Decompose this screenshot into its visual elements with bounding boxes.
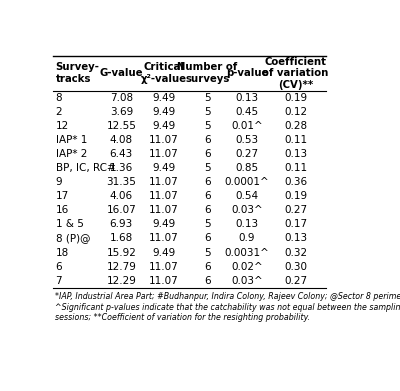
Text: 11.07: 11.07 bbox=[149, 262, 179, 272]
Text: 12.79: 12.79 bbox=[106, 262, 136, 272]
Text: 16: 16 bbox=[56, 205, 69, 215]
Text: 11.07: 11.07 bbox=[149, 233, 179, 244]
Text: 6: 6 bbox=[204, 276, 211, 286]
Text: 3.69: 3.69 bbox=[110, 107, 133, 117]
Text: G-value: G-value bbox=[100, 68, 143, 78]
Text: IAP* 1: IAP* 1 bbox=[56, 135, 87, 145]
Text: 0.13: 0.13 bbox=[235, 219, 258, 230]
Text: 0.0001^: 0.0001^ bbox=[224, 177, 269, 187]
Text: 6: 6 bbox=[204, 205, 211, 215]
Text: 2: 2 bbox=[56, 107, 62, 117]
Text: 6.43: 6.43 bbox=[110, 149, 133, 159]
Text: 0.11: 0.11 bbox=[284, 135, 307, 145]
Text: 6: 6 bbox=[56, 262, 62, 272]
Text: 9.49: 9.49 bbox=[152, 121, 176, 131]
Text: 0.45: 0.45 bbox=[235, 107, 258, 117]
Text: 0.02^: 0.02^ bbox=[231, 262, 263, 272]
Text: 9: 9 bbox=[56, 177, 62, 187]
Text: 11.07: 11.07 bbox=[149, 191, 179, 201]
Text: 5: 5 bbox=[204, 93, 211, 102]
Text: 11.07: 11.07 bbox=[149, 177, 179, 187]
Text: 0.32: 0.32 bbox=[284, 248, 307, 258]
Text: 6: 6 bbox=[204, 177, 211, 187]
Text: 0.19: 0.19 bbox=[284, 191, 307, 201]
Text: 12.55: 12.55 bbox=[106, 121, 136, 131]
Text: 0.53: 0.53 bbox=[235, 135, 258, 145]
Text: 9.49: 9.49 bbox=[152, 93, 176, 102]
Text: 31.35: 31.35 bbox=[106, 177, 136, 187]
Text: 8 (P)@: 8 (P)@ bbox=[56, 233, 90, 244]
Text: 1.68: 1.68 bbox=[110, 233, 133, 244]
Text: 0.13: 0.13 bbox=[235, 93, 258, 102]
Text: 0.36: 0.36 bbox=[284, 177, 307, 187]
Text: IAP* 2: IAP* 2 bbox=[56, 149, 87, 159]
Text: 12.29: 12.29 bbox=[106, 276, 136, 286]
Text: *IAP, Industrial Area Part; #Budhanpur, Indira Colony, Rajeev Colony; @Sector 8 : *IAP, Industrial Area Part; #Budhanpur, … bbox=[55, 292, 400, 322]
Text: 0.54: 0.54 bbox=[235, 191, 258, 201]
Text: 5: 5 bbox=[204, 121, 211, 131]
Text: 9.49: 9.49 bbox=[152, 163, 176, 173]
Text: 0.03^: 0.03^ bbox=[231, 276, 263, 286]
Text: 5: 5 bbox=[204, 163, 211, 173]
Text: 11.07: 11.07 bbox=[149, 149, 179, 159]
Text: 0.9: 0.9 bbox=[238, 233, 255, 244]
Text: 8: 8 bbox=[56, 93, 62, 102]
Text: 6.93: 6.93 bbox=[110, 219, 133, 230]
Text: p-value: p-value bbox=[226, 68, 268, 78]
Text: 0.19: 0.19 bbox=[284, 93, 307, 102]
Text: 6: 6 bbox=[204, 262, 211, 272]
Text: 7: 7 bbox=[56, 276, 62, 286]
Text: 7.08: 7.08 bbox=[110, 93, 133, 102]
Text: 0.28: 0.28 bbox=[284, 121, 307, 131]
Text: 1 & 5: 1 & 5 bbox=[56, 219, 84, 230]
Text: 5: 5 bbox=[204, 219, 211, 230]
Text: 0.13: 0.13 bbox=[284, 149, 307, 159]
Text: 0.03^: 0.03^ bbox=[231, 205, 263, 215]
Text: 11.07: 11.07 bbox=[149, 135, 179, 145]
Text: 0.0031^: 0.0031^ bbox=[224, 248, 269, 258]
Text: 6: 6 bbox=[204, 135, 211, 145]
Text: 18: 18 bbox=[56, 248, 69, 258]
Text: 16.07: 16.07 bbox=[106, 205, 136, 215]
Text: 12: 12 bbox=[56, 121, 69, 131]
Text: 6: 6 bbox=[204, 191, 211, 201]
Text: 0.27: 0.27 bbox=[284, 205, 307, 215]
Text: 15.92: 15.92 bbox=[106, 248, 136, 258]
Text: 4.06: 4.06 bbox=[110, 191, 133, 201]
Text: 0.01^: 0.01^ bbox=[231, 121, 263, 131]
Text: 9.49: 9.49 bbox=[152, 107, 176, 117]
Text: Coefficient
of variation
(CV)**: Coefficient of variation (CV)** bbox=[262, 57, 329, 90]
Text: 0.27: 0.27 bbox=[235, 149, 258, 159]
Text: 9.49: 9.49 bbox=[152, 219, 176, 230]
Text: Survey-
tracks: Survey- tracks bbox=[56, 63, 100, 84]
Text: 5: 5 bbox=[204, 248, 211, 258]
Text: 11.07: 11.07 bbox=[149, 276, 179, 286]
Text: 0.85: 0.85 bbox=[235, 163, 258, 173]
Text: 6: 6 bbox=[204, 233, 211, 244]
Text: 0.13: 0.13 bbox=[284, 233, 307, 244]
Text: 9.49: 9.49 bbox=[152, 248, 176, 258]
Text: 11.07: 11.07 bbox=[149, 205, 179, 215]
Text: 0.27: 0.27 bbox=[284, 276, 307, 286]
Text: Number of
surveys: Number of surveys bbox=[177, 63, 238, 84]
Text: 0.12: 0.12 bbox=[284, 107, 307, 117]
Text: Critical
χ²-value: Critical χ²-value bbox=[141, 63, 187, 84]
Text: 17: 17 bbox=[56, 191, 69, 201]
Text: 4.08: 4.08 bbox=[110, 135, 133, 145]
Text: BP, IC, RC#: BP, IC, RC# bbox=[56, 163, 115, 173]
Text: 6: 6 bbox=[204, 149, 211, 159]
Text: 5: 5 bbox=[204, 107, 211, 117]
Text: 0.11: 0.11 bbox=[284, 163, 307, 173]
Text: 1.36: 1.36 bbox=[110, 163, 133, 173]
Text: 0.30: 0.30 bbox=[284, 262, 307, 272]
Text: 0.17: 0.17 bbox=[284, 219, 307, 230]
